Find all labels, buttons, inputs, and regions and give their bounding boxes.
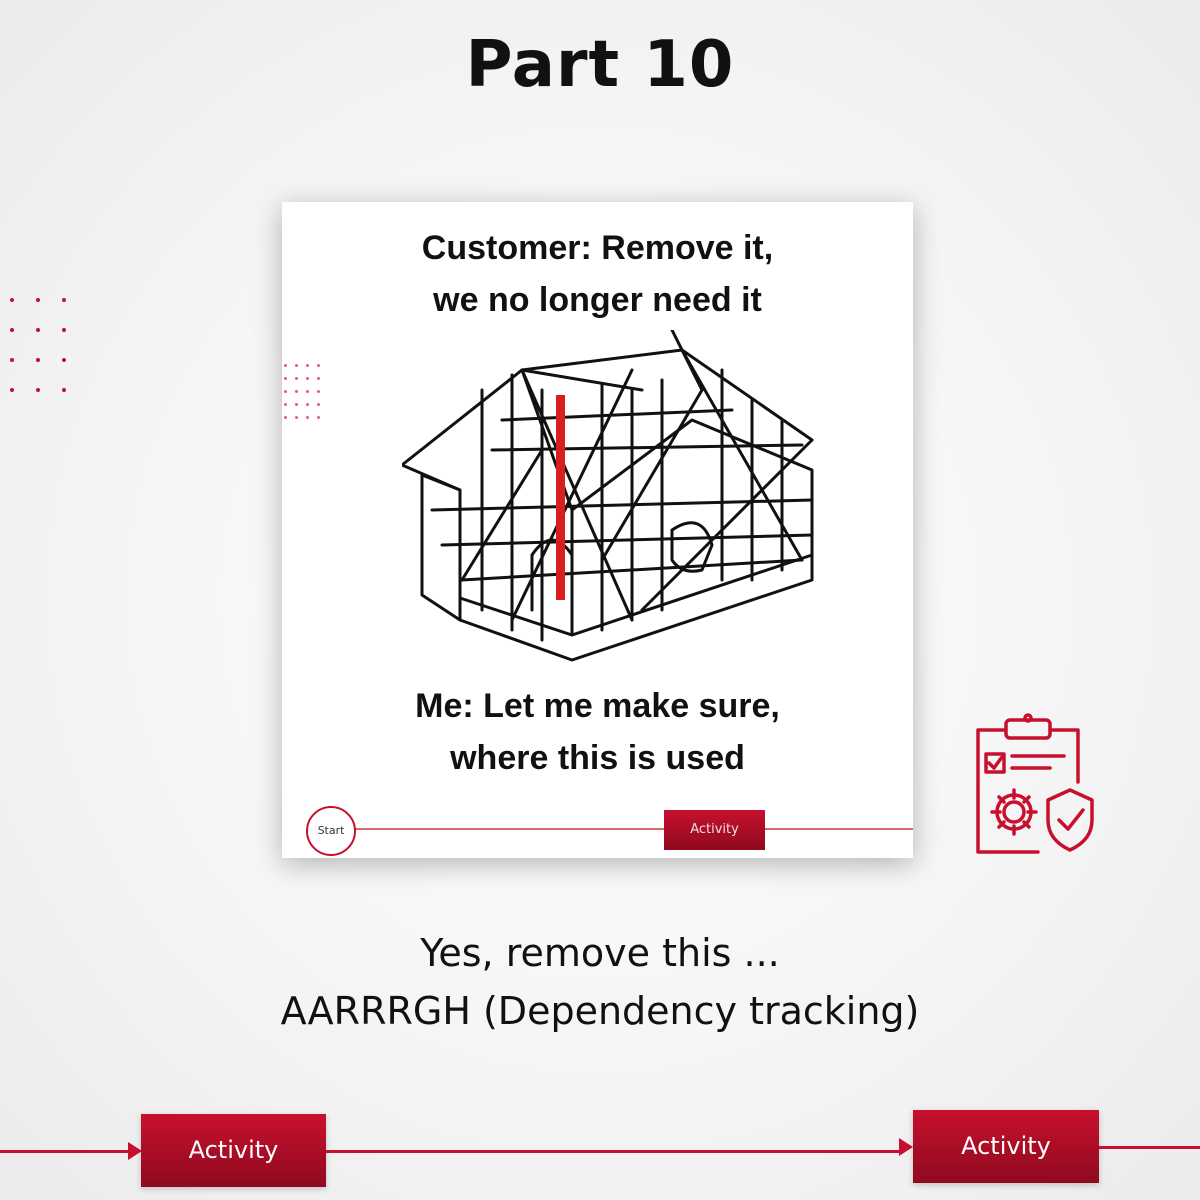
house-sketch-icon xyxy=(402,330,814,662)
activity-node: Activity xyxy=(664,810,765,850)
meme-top-text: Customer: Remove it, we no longer need i… xyxy=(282,222,913,326)
clipboard-checklist-gear-shield-icon xyxy=(976,713,1094,854)
meme-bottom-line-1: Me: Let me make sure, xyxy=(415,687,780,725)
start-node: Start xyxy=(306,806,356,856)
meme-image: Customer: Remove it, we no longer need i… xyxy=(282,202,913,858)
flow-connector xyxy=(1099,1146,1200,1149)
flow-connector xyxy=(326,1150,900,1153)
activity-node: Activity xyxy=(913,1110,1099,1183)
meme-flow-strip: Start Activity xyxy=(282,792,913,862)
caption: Yes, remove this ... AARRRGH (Dependency… xyxy=(0,924,1200,1040)
arrow-right-icon xyxy=(128,1142,142,1160)
dot-grid-icon xyxy=(284,364,320,419)
page-title: Part 10 xyxy=(465,28,735,102)
flow-connector xyxy=(0,1150,130,1153)
caption-line-1: Yes, remove this ... xyxy=(420,931,780,975)
flow-connector xyxy=(765,828,913,830)
activity-node: Activity xyxy=(141,1114,326,1187)
meme-bottom-text: Me: Let me make sure, where this is used xyxy=(282,680,913,784)
flow-connector xyxy=(352,828,664,830)
meme-top-line-2: we no longer need it xyxy=(433,281,762,319)
meme-top-line-1: Customer: Remove it, xyxy=(421,229,774,267)
caption-line-2: AARRRGH (Dependency tracking) xyxy=(280,989,920,1033)
meme-bottom-line-2: where this is used xyxy=(450,739,745,777)
arrow-right-icon xyxy=(899,1138,913,1156)
dot-grid-icon xyxy=(10,298,66,392)
